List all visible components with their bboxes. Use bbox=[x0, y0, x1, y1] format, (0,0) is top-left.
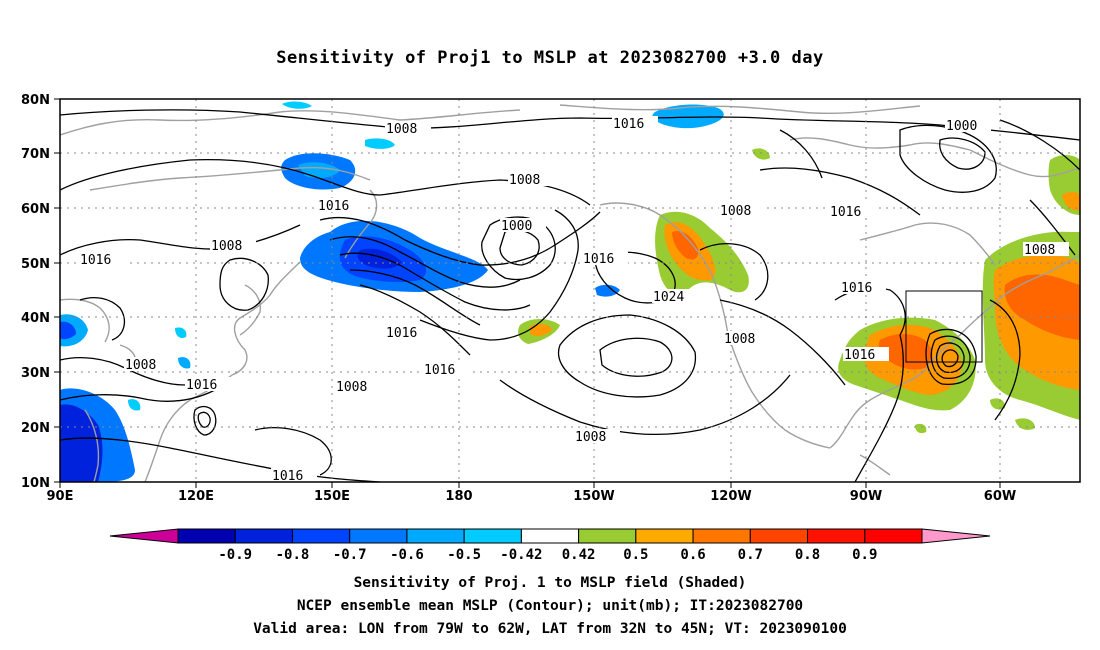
colorbar-swatch bbox=[692, 528, 751, 544]
colorbar-swatch bbox=[349, 528, 408, 544]
colorbar-tick-label: 0.9 bbox=[852, 547, 877, 563]
colorbar-min-arrow bbox=[109, 528, 179, 544]
contour-label: 1016 bbox=[272, 469, 303, 484]
lon-label: 120E bbox=[178, 489, 214, 504]
valid-area-box bbox=[905, 290, 983, 363]
chart-title: Sensitivity of Proj1 to MSLP at 20230827… bbox=[276, 48, 824, 68]
colorbar-tick-label: 0.8 bbox=[795, 547, 820, 563]
lat-label: 10N bbox=[21, 476, 50, 491]
colorbar-swatch bbox=[807, 528, 866, 544]
footer-line-contour: NCEP ensemble mean MSLP (Contour); unit(… bbox=[296, 598, 804, 614]
lon-label: 60W bbox=[984, 489, 1016, 504]
contour-label: 1016 bbox=[613, 117, 644, 132]
contour-label: 1008 bbox=[720, 204, 751, 219]
longitude-axis: 90E 120E 150E 180 150W 120W 90W 60W bbox=[47, 482, 1016, 504]
colorbar-tick-label: -0.8 bbox=[276, 547, 310, 563]
colorbar-tick-label: 0.7 bbox=[738, 547, 763, 563]
gridlines bbox=[60, 99, 1080, 482]
colorbar-swatch bbox=[234, 528, 293, 544]
footer-line-valid-area: Valid area: LON from 79W to 62W, LAT fro… bbox=[253, 621, 847, 637]
contour-label: 1008 bbox=[1024, 243, 1055, 258]
lon-label: 120W bbox=[710, 489, 751, 504]
colorbar-swatch bbox=[864, 528, 923, 544]
colorbar-tick-label: 0.5 bbox=[623, 547, 648, 563]
colorbar-swatch bbox=[406, 528, 465, 544]
contour-label: 1016 bbox=[186, 378, 217, 393]
contour-label: 1016 bbox=[583, 252, 614, 267]
colorbar-swatch bbox=[578, 528, 637, 544]
colorbar-tick-label: 0.6 bbox=[680, 547, 705, 563]
lon-label: 90W bbox=[850, 489, 882, 504]
colorbar-swatch bbox=[291, 528, 351, 544]
contour-label: 1008 bbox=[336, 380, 367, 395]
contour-label: 1008 bbox=[724, 332, 755, 347]
map-frame bbox=[59, 98, 1081, 483]
lat-label: 30N bbox=[21, 366, 50, 381]
colorbar-swatch bbox=[463, 528, 522, 544]
contour-label: 1016 bbox=[80, 253, 111, 268]
lon-label: 180 bbox=[445, 489, 472, 504]
colorbar-tick-label: -0.6 bbox=[390, 547, 424, 563]
contour-label: 1008 bbox=[211, 239, 242, 254]
lon-label: 150W bbox=[573, 489, 614, 504]
contour-label: 1024 bbox=[653, 290, 684, 305]
lon-label: 150E bbox=[314, 489, 350, 504]
lat-label: 50N bbox=[21, 257, 50, 272]
contour-label: 1016 bbox=[844, 348, 875, 363]
contour-label: 1008 bbox=[125, 358, 156, 373]
lat-label: 40N bbox=[21, 311, 50, 326]
colorbar-tick-label: 0.42 bbox=[562, 547, 596, 563]
contour-label: 1016 bbox=[830, 205, 861, 220]
positive-sensitivity-shading bbox=[518, 148, 1080, 434]
contour-label: 1016 bbox=[841, 281, 872, 296]
footer-line-shading: Sensitivity of Proj. 1 to MSLP field (Sh… bbox=[353, 575, 747, 591]
contour-label: 1016 bbox=[386, 326, 417, 341]
contour-label: 1008 bbox=[509, 173, 540, 188]
contour-label-group: 1008 1016 1000 1008 1016 1008 1016 1000 … bbox=[79, 116, 1069, 484]
colorbar-swatch bbox=[177, 528, 236, 544]
lat-label: 20N bbox=[21, 421, 50, 436]
lat-label: 60N bbox=[21, 202, 50, 217]
contour-label: 1016 bbox=[318, 199, 349, 214]
contour-label: 1008 bbox=[575, 430, 606, 445]
colorbar-swatch bbox=[749, 528, 809, 544]
latitude-axis: 80N 70N 60N 50N 40N 30N 20N 10N bbox=[21, 93, 60, 491]
colorbar-swatch bbox=[635, 528, 694, 544]
colorbar-tick-label: -0.9 bbox=[218, 547, 252, 563]
colorbar: -0.9 -0.8 -0.7 -0.6 -0.5 -0.42 0.42 0.5 0.6 0.7 0.… bbox=[109, 528, 991, 563]
lat-label: 80N bbox=[21, 93, 50, 108]
lat-label: 70N bbox=[21, 147, 50, 162]
colorbar-swatch bbox=[520, 528, 580, 544]
contour-label: 1000 bbox=[946, 119, 977, 134]
colorbar-tick-label: -0.42 bbox=[500, 547, 542, 563]
colorbar-max-arrow bbox=[921, 528, 991, 544]
colorbar-tick-label: -0.5 bbox=[447, 547, 481, 563]
colorbar-tick-label: -0.7 bbox=[333, 547, 367, 563]
mslp-contours bbox=[60, 109, 1080, 482]
negative-sensitivity-shading bbox=[60, 101, 724, 482]
contour-label: 1008 bbox=[386, 122, 417, 137]
lon-label: 90E bbox=[47, 489, 74, 504]
contour-label: 1000 bbox=[501, 219, 532, 234]
contour-label: 1016 bbox=[424, 363, 455, 378]
